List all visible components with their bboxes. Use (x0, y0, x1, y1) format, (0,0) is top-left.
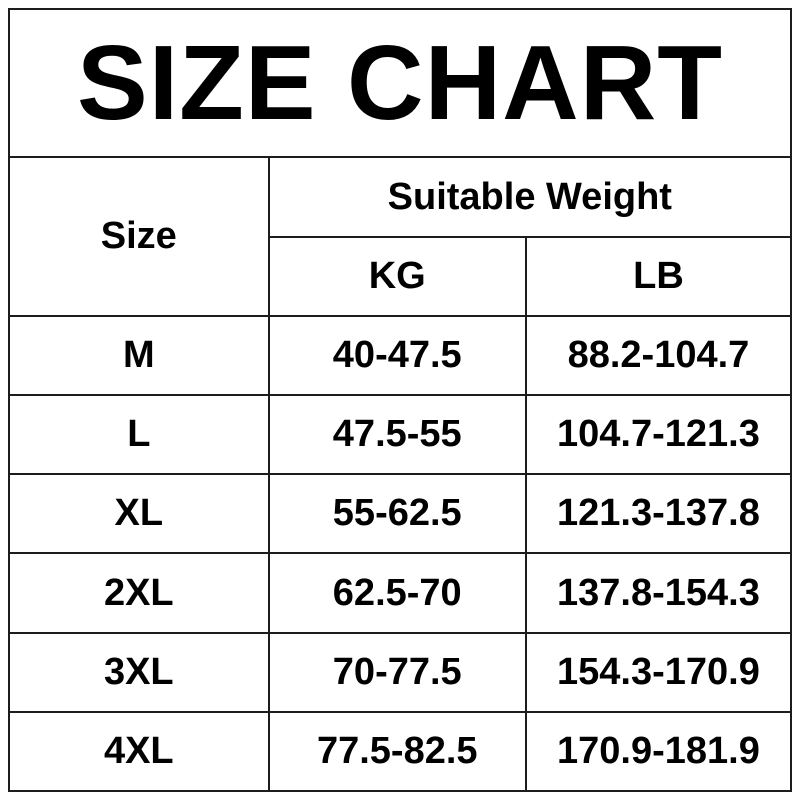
page-title: SIZE CHART (8, 8, 792, 158)
lb-column-header: LB (524, 236, 793, 317)
kg-cell: 62.5-70 (267, 552, 527, 634)
table-row: L 47.5-55 104.7-121.3 (8, 394, 793, 476)
table-row: XL 55-62.5 121.3-137.8 (8, 473, 793, 555)
header-row-2: KG LB (9, 236, 793, 317)
size-cell: XL (8, 473, 270, 555)
lb-cell: 137.8-154.3 (524, 552, 793, 634)
kg-column-header: KG (267, 236, 527, 317)
size-cell: 3XL (8, 631, 270, 713)
size-cell: 2XL (8, 552, 270, 634)
table-row: 4XL 77.5-82.5 170.9-181.9 (8, 710, 793, 793)
lb-cell: 88.2-104.7 (524, 314, 793, 397)
kg-cell: 77.5-82.5 (267, 710, 527, 793)
kg-cell: 70-77.5 (267, 631, 527, 713)
size-chart-table: SIZE CHART Size Suitable Weight KG LB M … (8, 8, 793, 793)
table-row: M 40-47.5 88.2-104.7 (8, 314, 793, 397)
suitable-weight-header: Suitable Weight (267, 156, 793, 238)
title-row: SIZE CHART (8, 8, 792, 158)
lb-cell: 154.3-170.9 (524, 631, 793, 713)
lb-cell: 104.7-121.3 (524, 394, 793, 476)
lb-cell: 170.9-181.9 (524, 710, 793, 793)
size-column-header: Size (8, 156, 270, 317)
table-row: 2XL 62.5-70 137.8-154.3 (8, 552, 793, 634)
size-cell: L (8, 394, 270, 476)
table-row: 3XL 70-77.5 154.3-170.9 (8, 631, 793, 713)
kg-cell: 47.5-55 (267, 394, 527, 476)
size-cell: 4XL (8, 710, 270, 793)
size-cell: M (8, 314, 270, 397)
kg-cell: 55-62.5 (267, 473, 527, 555)
lb-cell: 121.3-137.8 (524, 473, 793, 555)
header-row-1: Size Suitable Weight (8, 156, 793, 317)
kg-cell: 40-47.5 (267, 314, 527, 397)
